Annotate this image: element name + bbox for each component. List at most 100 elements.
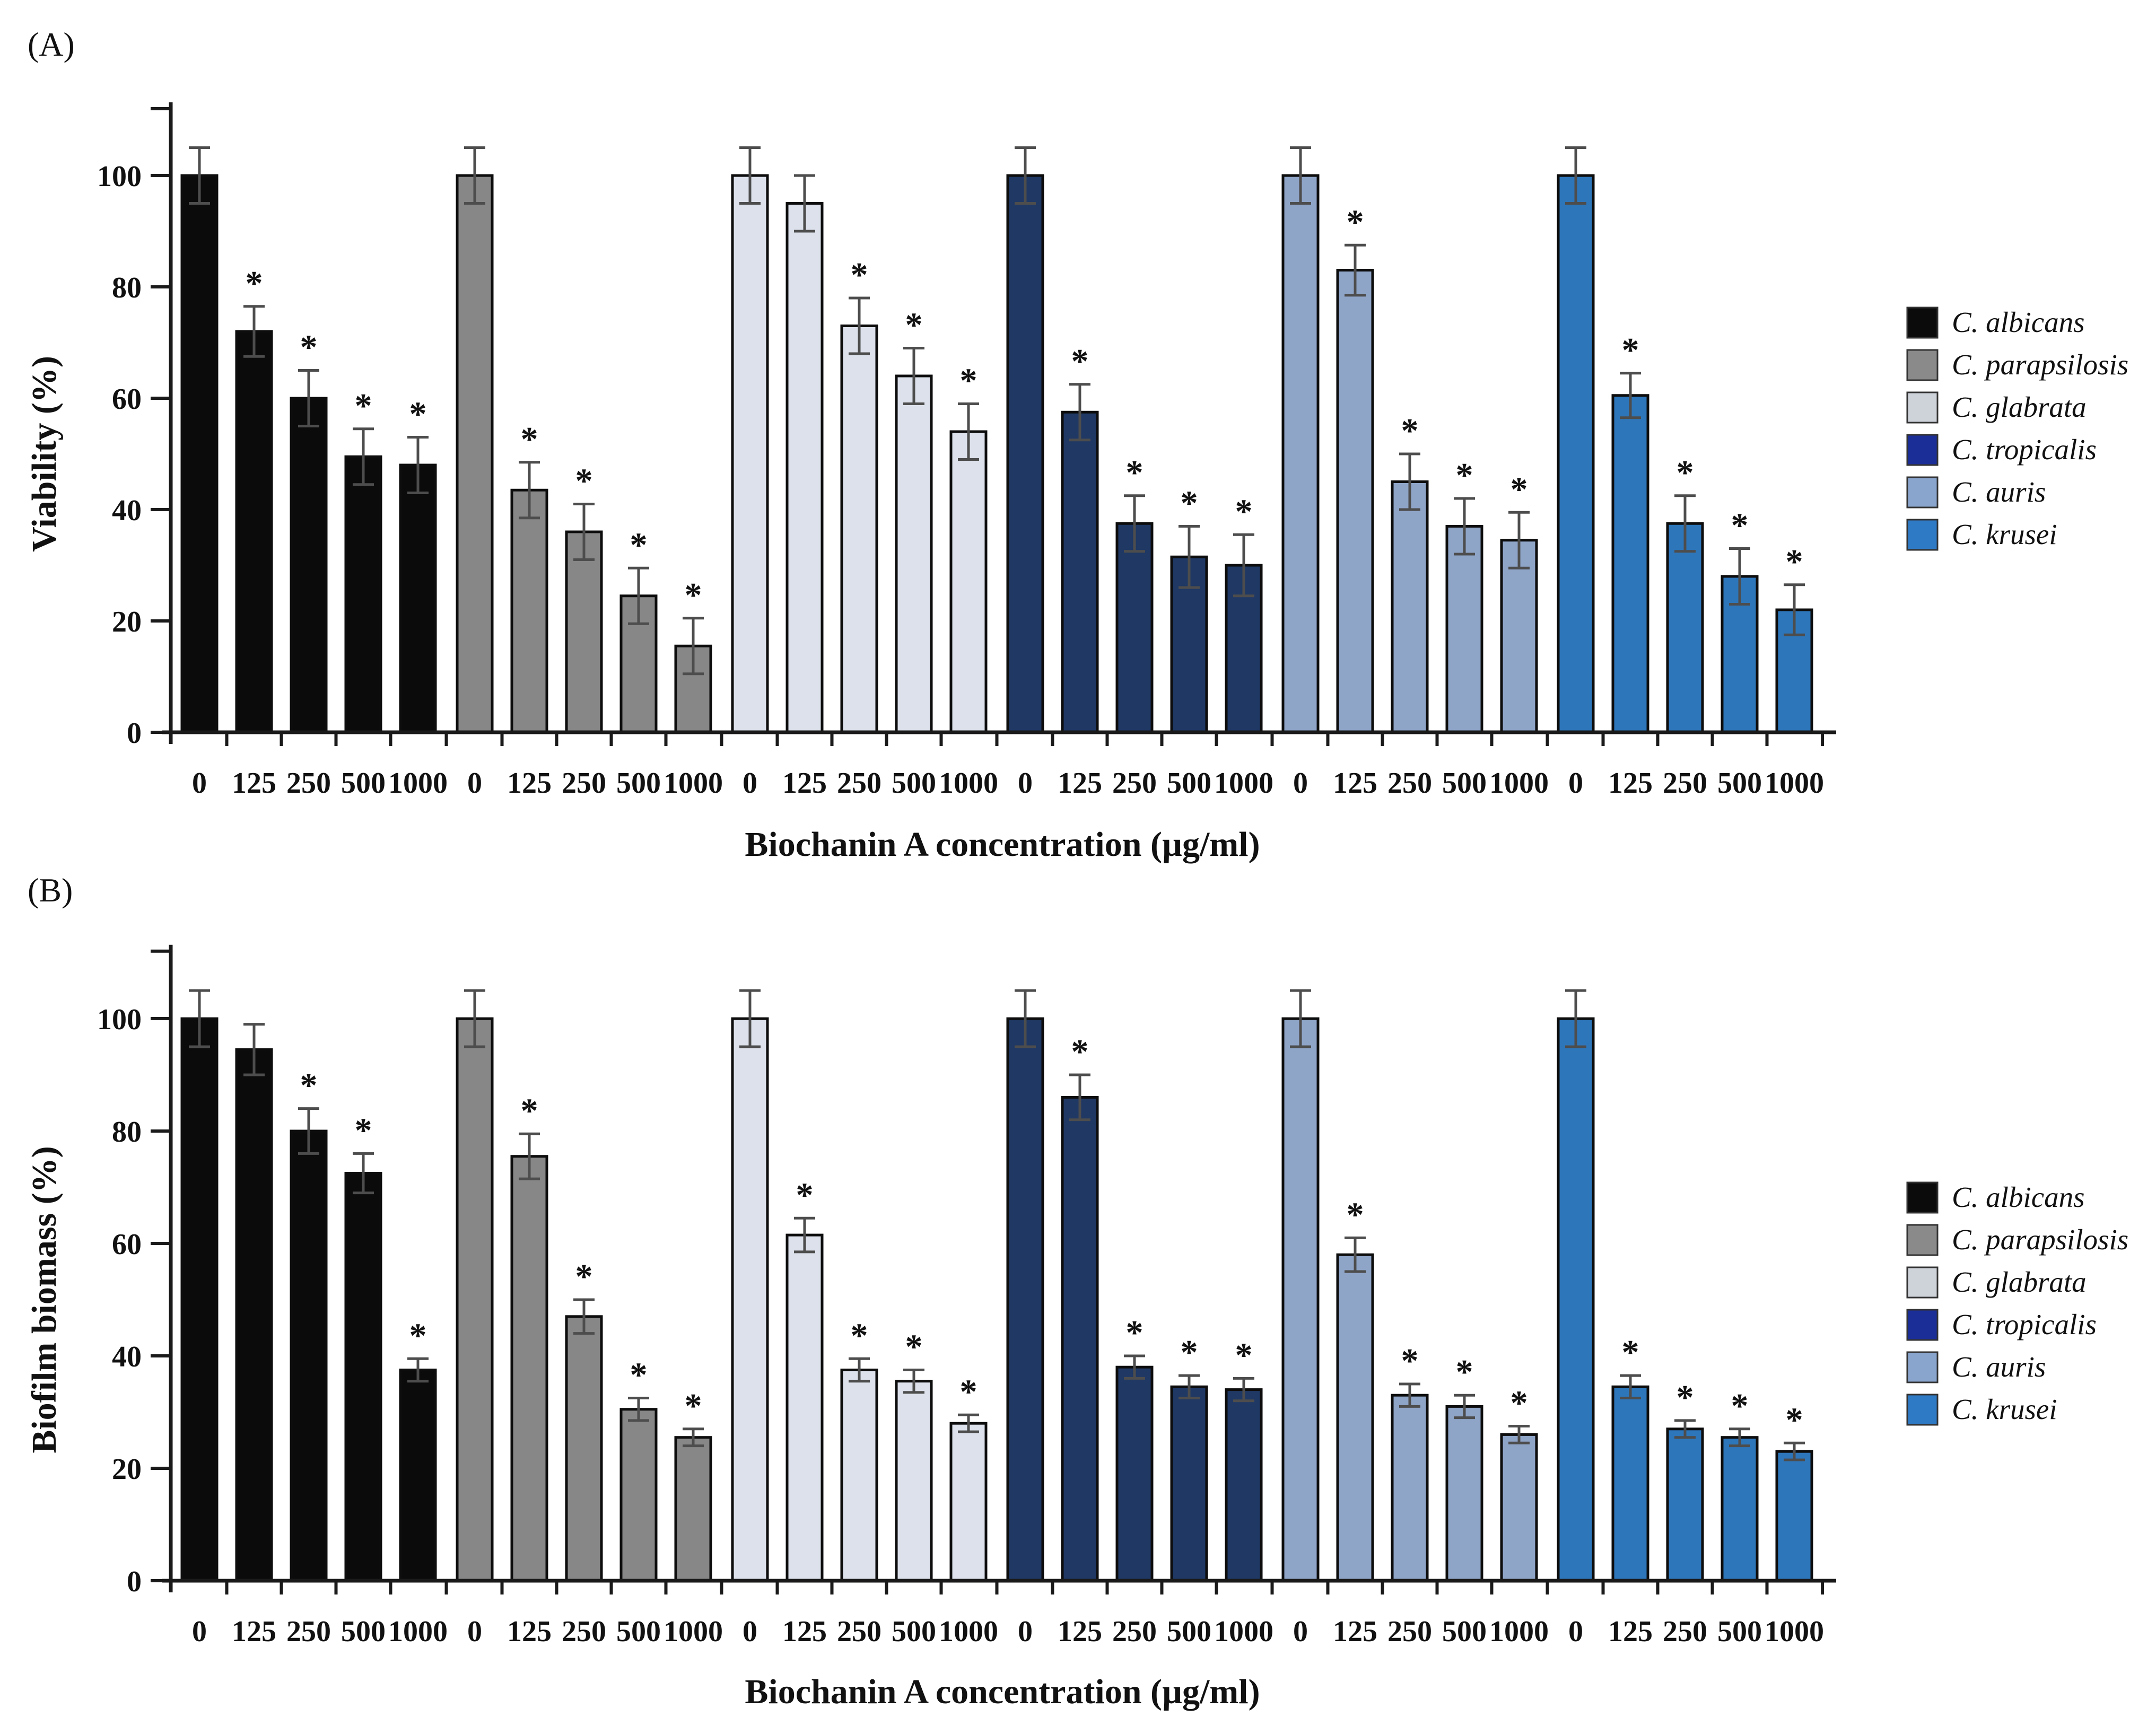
significance-star: * — [1731, 1387, 1749, 1425]
bar — [180, 174, 219, 734]
panel-a-y-axis-title: Viability (%) — [25, 356, 64, 552]
bar — [399, 463, 437, 734]
significance-star: * — [1181, 484, 1198, 523]
significance-star: * — [1071, 1032, 1089, 1071]
bar — [510, 488, 548, 734]
x-tick-label: 0 — [467, 767, 482, 800]
significance-star: * — [905, 306, 923, 345]
bar — [456, 1017, 494, 1582]
significance-star: * — [1731, 506, 1749, 545]
legend-swatch — [1906, 1394, 1939, 1426]
axes-a: 0 20 40 60 80 100 — [97, 102, 1836, 750]
significance-star: * — [630, 1356, 648, 1395]
significance-star: * — [960, 1372, 977, 1411]
x-tick-label: 500 — [1442, 1615, 1487, 1648]
y-tick-label: 0 — [127, 1565, 142, 1598]
bar — [399, 1369, 437, 1582]
x-tick-label: 0 — [467, 1615, 482, 1648]
x-tick-label: 250 — [1112, 767, 1157, 800]
x-tick-label: 1000 — [388, 1615, 448, 1648]
x-tick-label: 500 — [341, 767, 386, 800]
legend-swatch — [1906, 1309, 1939, 1341]
legend-swatch — [1906, 434, 1939, 466]
significance-star: * — [1511, 470, 1528, 509]
axes-b: 0 20 40 60 80 100 — [97, 944, 1836, 1598]
bar — [1611, 1385, 1649, 1582]
x-tick-label: 125 — [507, 1615, 552, 1648]
panel-b-y-axis-title: Biofilm biomass (%) — [25, 1146, 64, 1453]
x-tick-label: 500 — [892, 767, 936, 800]
bar — [949, 1422, 988, 1582]
x-tick-label: 250 — [286, 767, 331, 800]
x-tick-label: 250 — [1387, 1615, 1432, 1648]
x-tick-label: 125 — [1608, 767, 1653, 800]
bar — [180, 1017, 219, 1582]
x-tick-label: 1000 — [939, 1615, 998, 1648]
legend-label: C. tropicalis — [1952, 1308, 2097, 1341]
legend-swatch — [1906, 1181, 1939, 1214]
bar — [565, 1315, 603, 1582]
significance-star: * — [1456, 456, 1473, 495]
significance-star: * — [300, 328, 318, 367]
bar — [1666, 1427, 1704, 1582]
x-tick-label: 125 — [1333, 767, 1377, 800]
bar — [1225, 1388, 1263, 1582]
x-tick-label: 125 — [507, 767, 552, 800]
bar — [1061, 1096, 1099, 1582]
significance-star: * — [685, 576, 702, 615]
y-tick-label: 100 — [97, 1003, 142, 1036]
bar — [1336, 1253, 1374, 1582]
x-tick-label: 125 — [782, 1615, 827, 1648]
legend-swatch — [1906, 1266, 1939, 1299]
y-tick-label: 80 — [112, 271, 142, 304]
bar — [1611, 394, 1649, 734]
legend-label: C. parapsilosis — [1952, 348, 2128, 381]
significance-star: * — [851, 1316, 868, 1355]
x-tick-label: 500 — [341, 1615, 386, 1648]
significance-star: * — [575, 1257, 593, 1296]
bar — [1006, 174, 1044, 734]
x-tick-label: 250 — [562, 1615, 606, 1648]
bar — [290, 1129, 328, 1582]
x-tick-label: 0 — [1018, 767, 1033, 800]
bar — [1170, 1385, 1208, 1582]
x-tick-label: 1000 — [664, 1615, 723, 1648]
x-tick-label: 500 — [616, 767, 661, 800]
x-tick-label: 1000 — [1765, 767, 1824, 800]
bar — [235, 1048, 273, 1582]
legend-a: C. albicans C. parapsilosis C. glabrata C. … — [1906, 306, 2128, 551]
x-tick-label: 250 — [562, 767, 606, 800]
series-b-6: 0 * 125 * 250 * 500 * 1000 — [1557, 989, 1824, 1648]
significance-star: * — [630, 525, 648, 564]
bar — [1445, 1405, 1483, 1582]
legend-label: C. krusei — [1952, 518, 2057, 550]
significance-star: * — [1235, 492, 1253, 531]
x-tick-label: 0 — [1293, 1615, 1308, 1648]
significance-star: * — [1401, 1342, 1419, 1380]
x-tick-label: 500 — [1167, 1615, 1211, 1648]
bar — [895, 374, 933, 734]
y-tick-label: 60 — [112, 383, 142, 416]
legend-swatch — [1906, 519, 1939, 551]
x-tick-label: 1000 — [664, 767, 723, 800]
x-tick-label: 250 — [1112, 1615, 1157, 1648]
series-b-3: 0 * 125 * 250 * 500 * 1000 — [731, 989, 998, 1648]
significance-star: * — [1347, 1195, 1364, 1234]
bar — [510, 1155, 548, 1582]
x-tick-label: 1000 — [1765, 1615, 1824, 1648]
bar — [731, 174, 769, 734]
significance-star: * — [355, 387, 372, 425]
y-tick-label: 40 — [112, 1341, 142, 1373]
x-tick-label: 250 — [1663, 767, 1707, 800]
bar — [1666, 522, 1704, 734]
bar — [1115, 1365, 1154, 1582]
bar — [840, 1369, 878, 1582]
x-tick-label: 500 — [892, 1615, 936, 1648]
bar — [1391, 480, 1429, 734]
bar — [949, 430, 988, 734]
bar — [1557, 174, 1595, 734]
x-tick-label: 0 — [1568, 1615, 1583, 1648]
series-a-1: 0 * 125 * 250 * 500 * 1000 — [180, 146, 448, 800]
series-b-2: 0 * 125 * 250 * 500 * 1000 — [456, 989, 723, 1648]
